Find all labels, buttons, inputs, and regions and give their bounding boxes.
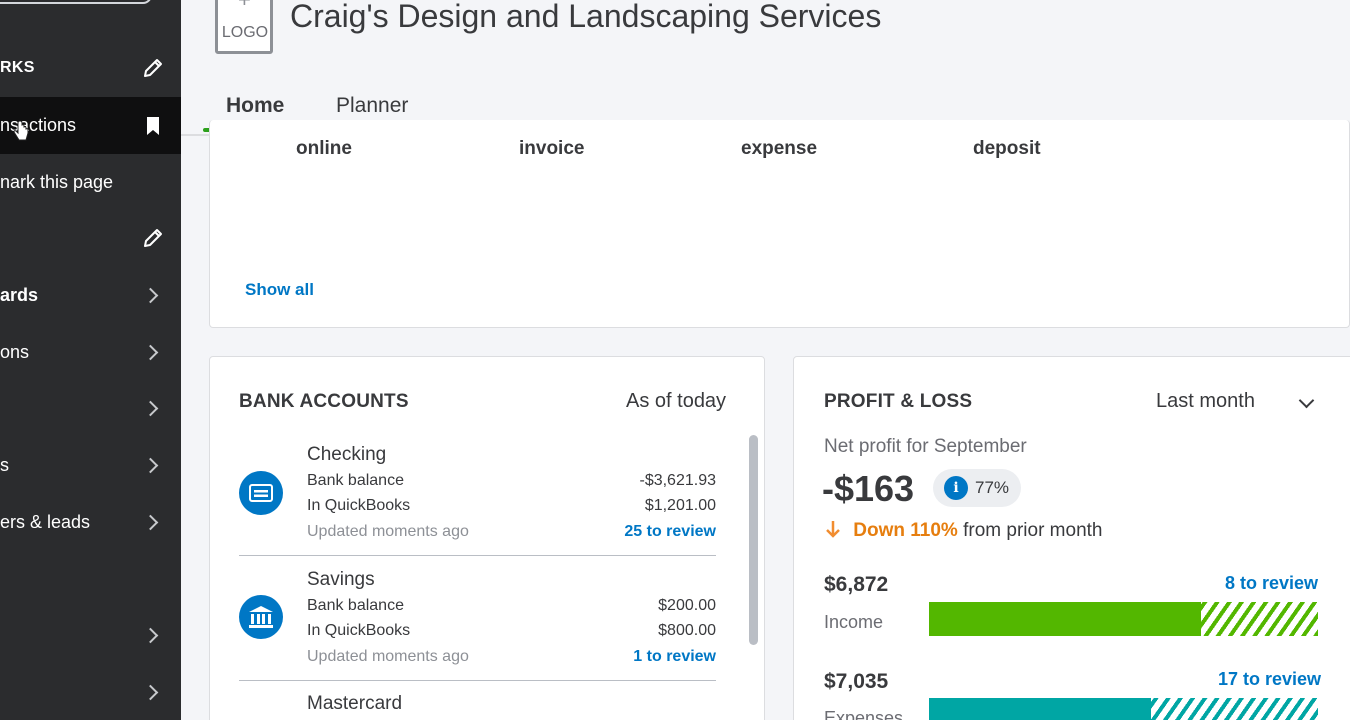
profit-loss-card: PROFIT & LOSS Last month Net profit for … — [793, 356, 1350, 720]
quick-action-invoice[interactable]: invoice — [519, 138, 585, 159]
chevron-down-icon — [1298, 392, 1315, 409]
arrow-down-icon — [824, 520, 847, 541]
sidebar-item-label: ards — [0, 284, 39, 305]
quickbooks-balance-label: In QuickBooks — [307, 497, 411, 514]
review-link[interactable]: 1 to review — [633, 648, 716, 665]
chevron-right-icon — [141, 623, 165, 647]
quickbooks-balance-value: $800.00 — [658, 622, 716, 639]
account-divider — [239, 680, 716, 681]
categorized-percent: 77% — [975, 478, 1010, 497]
quick-action-expense[interactable]: expense — [741, 138, 818, 159]
income-amount: $6,872 — [824, 573, 889, 596]
net-profit-label: Net profit for September — [824, 436, 1027, 457]
bank-balance-label: Bank balance — [307, 597, 404, 614]
expenses-bar-reviewed — [929, 698, 1151, 720]
search-box[interactable] — [0, 0, 152, 4]
expenses-label: Expenses — [824, 708, 904, 720]
period-select-value: Last month — [1156, 390, 1255, 412]
change-suffix: from prior month — [963, 520, 1103, 541]
scrollbar-thumb[interactable] — [749, 435, 758, 645]
show-all-link[interactable]: Show all — [245, 280, 314, 299]
income-review-link[interactable]: 8 to review — [1224, 573, 1318, 593]
income-bar[interactable] — [929, 602, 1318, 636]
sidebar-item-label: s — [0, 454, 9, 475]
account-name: Savings — [307, 569, 375, 590]
pencil-icon[interactable] — [141, 226, 165, 250]
change-percent: Down 110% — [853, 520, 958, 541]
bank-balance-value: -$3,621.93 — [639, 472, 716, 489]
pencil-icon[interactable] — [141, 56, 165, 80]
quickbooks-balance-value: $1,201.00 — [644, 497, 716, 514]
chevron-right-icon — [141, 680, 165, 704]
sidebar-item-label: RKS — [0, 59, 35, 76]
bank-accounts-card: BANK ACCOUNTS As of today Checking Bank … — [209, 356, 765, 720]
account-name: Mastercard — [307, 693, 403, 714]
info-icon: i — [944, 476, 968, 500]
bank-balance-value: $200.00 — [658, 597, 716, 614]
company-name: Craig's Design and Landscaping Services — [290, 0, 882, 34]
quickbooks-balance-label: In QuickBooks — [307, 622, 411, 639]
sidebar-item-menu[interactable] — [0, 668, 181, 716]
sidebar-item-menu[interactable] — [0, 611, 181, 659]
change-indicator: Down 110% from prior month — [824, 519, 1102, 542]
review-link[interactable]: 25 to review — [624, 523, 716, 540]
hand-cursor-icon — [12, 120, 30, 148]
logo-label: LOGO — [221, 24, 269, 41]
expenses-bar[interactable] — [929, 698, 1318, 720]
expenses-review-link[interactable]: 17 to review — [1217, 669, 1321, 689]
sidebar-item-menu[interactable] — [0, 384, 181, 432]
sidebar-bookmarks-header: RKS — [0, 44, 181, 92]
bank-accounts-as-of: As of today — [626, 390, 727, 412]
sidebar-item-bookmark-this-page[interactable]: nark this page — [0, 158, 181, 206]
plus-icon: + — [238, 0, 251, 13]
income-bar-reviewed — [929, 602, 1201, 636]
expenses-amount: $7,035 — [824, 670, 889, 693]
expenses-bar-to-review — [1151, 698, 1318, 720]
bookmark-icon[interactable] — [141, 114, 165, 138]
sidebar-item-transactions-menu[interactable]: ons — [0, 328, 181, 376]
chevron-right-icon — [141, 453, 165, 477]
bank-balance-label: Bank balance — [307, 472, 404, 489]
sidebar-item-dashboards[interactable]: ards — [0, 271, 181, 319]
chevron-right-icon — [141, 340, 165, 364]
sidebar-item-label: nark this page — [0, 171, 114, 192]
profit-loss-title: PROFIT & LOSS — [824, 391, 973, 412]
quick-action-deposit[interactable]: deposit — [973, 138, 1041, 159]
sidebar-item-transactions[interactable]: nsactions — [0, 97, 181, 154]
chevron-right-icon — [141, 396, 165, 420]
quick-actions-card: online invoice expense deposit Show all — [209, 120, 1350, 328]
chevron-right-icon — [141, 510, 165, 534]
sidebar-item-customers-leads[interactable]: ers & leads — [0, 498, 181, 546]
income-bar-to-review — [1201, 602, 1318, 636]
company-logo-placeholder[interactable]: + LOGO — [215, 0, 273, 54]
income-label: Income — [824, 612, 884, 632]
chevron-right-icon — [141, 283, 165, 307]
quick-action-online[interactable]: online — [296, 138, 352, 159]
tab-home[interactable]: Home — [226, 94, 285, 117]
tab-planner[interactable]: Planner — [336, 94, 409, 117]
sidebar-item-label: ons — [0, 341, 30, 362]
account-name: Checking — [307, 444, 387, 465]
left-nav: RKS nsactions nark this page ards ons s — [0, 0, 181, 720]
net-profit-value: -$163 — [822, 468, 915, 509]
bank-icon — [239, 595, 283, 639]
updated-status: Updated moments ago — [307, 523, 469, 540]
sidebar-item-menu[interactable]: s — [0, 441, 181, 489]
credit-card-icon — [239, 471, 283, 515]
updated-status: Updated moments ago — [307, 648, 469, 665]
sidebar-item-label: ers & leads — [0, 511, 91, 532]
bank-accounts-title: BANK ACCOUNTS — [239, 391, 409, 412]
sidebar-section-header — [0, 214, 181, 262]
account-divider — [239, 555, 716, 556]
categorized-badge[interactable]: i 77% — [933, 469, 1021, 507]
